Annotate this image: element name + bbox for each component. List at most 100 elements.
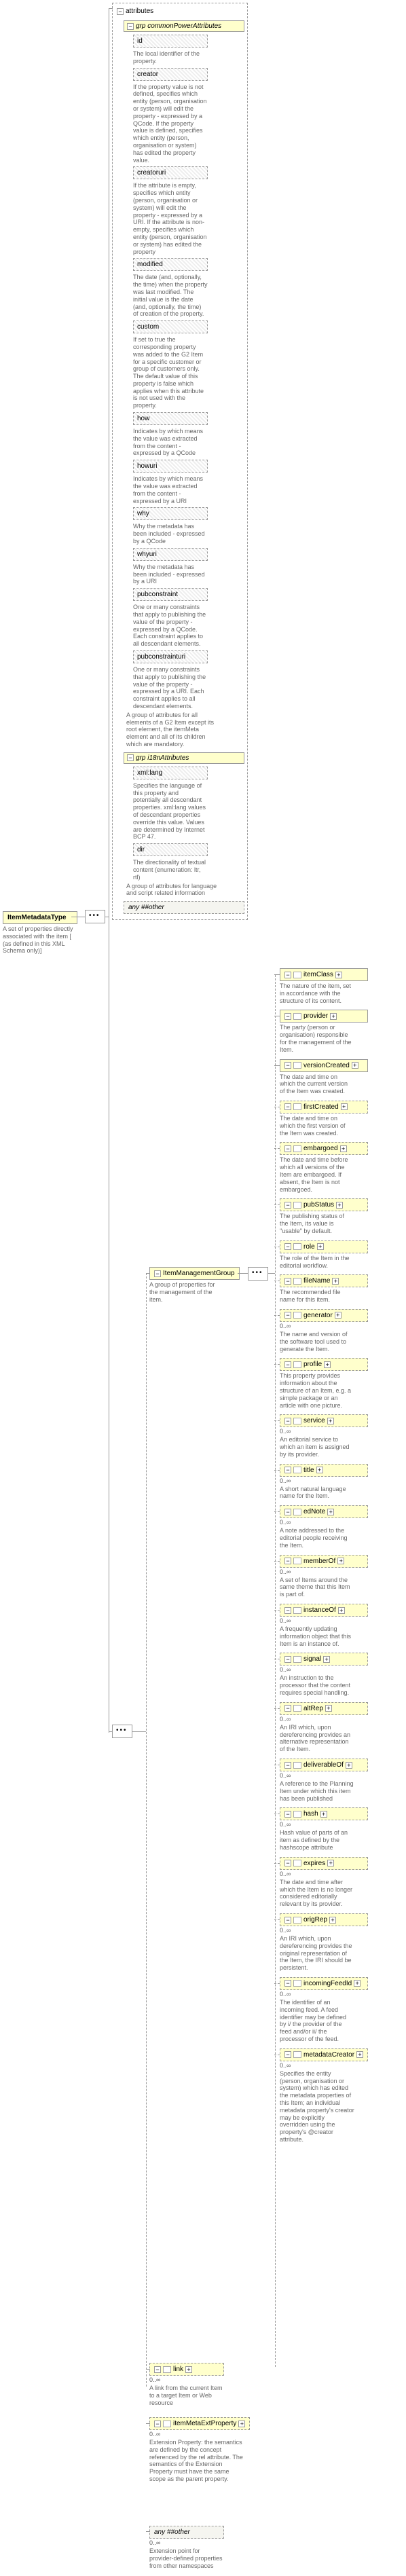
elem-label: metadataCreator bbox=[303, 2051, 354, 2059]
elem-firstCreated: − firstCreated + bbox=[280, 1101, 368, 1114]
collapse-icon[interactable]: − bbox=[284, 1811, 291, 1818]
elem-desc: The publishing status of the Item, its v… bbox=[280, 1213, 354, 1234]
mgmt-group-desc: A group of properties for the management… bbox=[149, 1281, 224, 1303]
collapse-icon[interactable]: − bbox=[154, 1270, 161, 1277]
card: 0..∞ bbox=[280, 1428, 368, 1435]
expand-icon[interactable]: + bbox=[238, 2421, 245, 2427]
grp-commonpower: − grp commonPowerAttributes bbox=[124, 20, 244, 32]
collapse-icon[interactable]: − bbox=[284, 1762, 291, 1769]
expand-icon[interactable]: + bbox=[185, 2366, 192, 2373]
attr-desc: If set to true the corresponding propert… bbox=[133, 336, 208, 409]
link-desc: A link from the current Item to a target… bbox=[149, 2385, 224, 2406]
expand-icon[interactable]: + bbox=[354, 1980, 361, 1987]
type-icon bbox=[293, 1980, 301, 1987]
connector bbox=[109, 1731, 113, 1732]
collapse-icon[interactable]: − bbox=[284, 1418, 291, 1424]
collapse-icon[interactable]: − bbox=[127, 754, 134, 761]
attr-how: how bbox=[133, 412, 208, 425]
type-icon bbox=[293, 1103, 301, 1110]
elem-pubStatus: − pubStatus + bbox=[280, 1198, 368, 1211]
expand-icon[interactable]: + bbox=[337, 1558, 344, 1564]
collapse-icon[interactable]: − bbox=[284, 1558, 291, 1564]
expand-icon[interactable]: + bbox=[320, 1811, 327, 1818]
card: 0..∞ bbox=[280, 1716, 368, 1723]
expand-icon[interactable]: + bbox=[325, 1705, 332, 1712]
collapse-icon[interactable]: − bbox=[154, 2366, 161, 2373]
collapse-icon[interactable]: − bbox=[284, 1860, 291, 1866]
collapse-icon[interactable]: − bbox=[284, 1145, 291, 1152]
elem-desc: The date and time on which the current v… bbox=[280, 1073, 354, 1095]
elem-label: altRep bbox=[303, 1705, 323, 1712]
collapse-icon[interactable]: − bbox=[284, 972, 291, 978]
collapse-icon[interactable]: − bbox=[284, 1705, 291, 1712]
collapse-icon[interactable]: − bbox=[154, 2421, 161, 2427]
collapse-icon[interactable]: − bbox=[284, 1509, 291, 1515]
grp-common-desc: A group of attributes for all elements o… bbox=[126, 712, 221, 748]
attr-modified: modified bbox=[133, 258, 208, 271]
card: 0..∞ bbox=[280, 1991, 368, 1998]
elem-desc: The recommended file name for this item. bbox=[280, 1289, 354, 1304]
collapse-icon[interactable]: − bbox=[284, 1312, 291, 1319]
expand-icon[interactable]: + bbox=[340, 1145, 347, 1152]
collapse-icon[interactable]: − bbox=[284, 1013, 291, 1020]
attr-dir: dir bbox=[133, 843, 208, 856]
collapse-icon[interactable]: − bbox=[284, 1656, 291, 1663]
collapse-icon[interactable]: − bbox=[127, 23, 134, 30]
card: 0..∞ bbox=[280, 1927, 368, 1934]
connector bbox=[132, 1731, 146, 1732]
expand-icon[interactable]: + bbox=[335, 1312, 342, 1319]
collapse-icon[interactable]: − bbox=[284, 1062, 291, 1069]
expand-icon[interactable]: + bbox=[336, 1202, 343, 1209]
expand-icon[interactable]: + bbox=[346, 1762, 352, 1769]
elem-label: edNote bbox=[303, 1508, 325, 1515]
expand-icon[interactable]: + bbox=[356, 2051, 363, 2058]
collapse-icon[interactable]: − bbox=[284, 2051, 291, 2058]
expand-icon[interactable]: + bbox=[332, 1278, 339, 1285]
expand-icon[interactable]: + bbox=[329, 1917, 336, 1924]
elem-label: signal bbox=[303, 1655, 321, 1663]
elem-desc: The date and time on which the first ver… bbox=[280, 1115, 354, 1137]
type-icon bbox=[293, 1607, 301, 1614]
attr-xml:lang: xml:lang bbox=[133, 767, 208, 779]
collapse-icon[interactable]: − bbox=[117, 8, 124, 15]
collapse-icon[interactable]: − bbox=[284, 1103, 291, 1110]
attributes-title: − attributes bbox=[115, 6, 244, 16]
connector bbox=[146, 2369, 150, 2370]
expand-icon[interactable]: + bbox=[327, 1418, 334, 1424]
expand-icon[interactable]: + bbox=[317, 1243, 324, 1250]
collapse-icon[interactable]: − bbox=[284, 1361, 291, 1368]
elem-profile: − profile + bbox=[280, 1358, 368, 1371]
expand-icon[interactable]: + bbox=[341, 1103, 348, 1110]
collapse-icon[interactable]: − bbox=[284, 1278, 291, 1285]
attr-desc: If the property value is not defined, sp… bbox=[133, 84, 208, 164]
expand-icon[interactable]: + bbox=[324, 1361, 331, 1368]
collapse-icon[interactable]: − bbox=[284, 1467, 291, 1473]
type-icon bbox=[293, 1656, 301, 1663]
attr-desc: One or many constraints that apply to pu… bbox=[133, 604, 208, 648]
any-card: 0..∞ bbox=[149, 2539, 224, 2546]
collapse-icon[interactable]: − bbox=[284, 1980, 291, 1987]
expand-icon[interactable]: + bbox=[323, 1656, 330, 1663]
type-icon bbox=[293, 1013, 301, 1020]
collapse-icon[interactable]: − bbox=[284, 1202, 291, 1209]
expand-icon[interactable]: + bbox=[335, 972, 342, 978]
expand-icon[interactable]: + bbox=[338, 1607, 345, 1614]
type-icon bbox=[293, 1361, 301, 1368]
attributes-section: − attributes − grp commonPowerAttributes… bbox=[112, 3, 248, 920]
expand-icon[interactable]: + bbox=[330, 1013, 337, 1020]
expand-icon[interactable]: + bbox=[316, 1467, 323, 1473]
link-card: 0..∞ bbox=[149, 2376, 224, 2383]
type-icon bbox=[293, 1243, 301, 1250]
collapse-icon[interactable]: − bbox=[284, 1917, 291, 1924]
attr-desc: Indicates by which means the value was e… bbox=[133, 428, 208, 457]
elem-label: fileName bbox=[303, 1277, 330, 1285]
grp-i18n: − grp i18nAttributes bbox=[124, 752, 244, 764]
expand-icon[interactable]: + bbox=[327, 1860, 334, 1866]
elem-desc: The identifier of an incoming feed. A fe… bbox=[280, 1999, 354, 2043]
elem-versionCreated: − versionCreated + bbox=[280, 1059, 368, 1072]
collapse-icon[interactable]: − bbox=[284, 1607, 291, 1614]
collapse-icon[interactable]: − bbox=[284, 1243, 291, 1250]
expand-icon[interactable]: + bbox=[352, 1062, 358, 1069]
elem-desc: An IRI which, upon dereferencing provide… bbox=[280, 1935, 354, 1972]
expand-icon[interactable]: + bbox=[327, 1509, 334, 1515]
